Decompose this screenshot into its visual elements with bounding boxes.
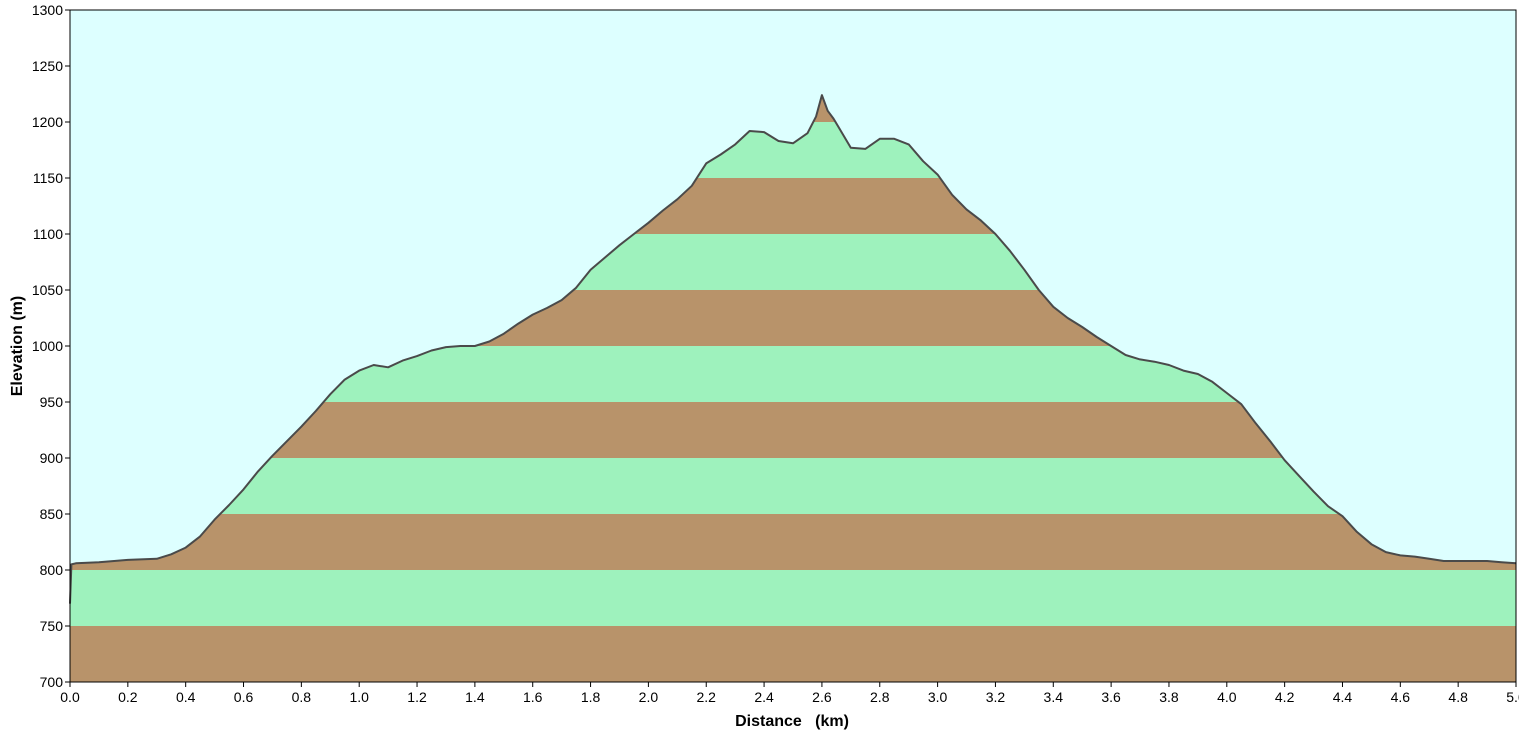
y-tick-label: 1200 [32, 114, 63, 130]
x-tick-label: 3.2 [986, 689, 1006, 705]
elevation-band-850 [70, 458, 1516, 514]
y-tick-label: 750 [40, 618, 64, 634]
x-tick-label: 4.0 [1217, 689, 1237, 705]
x-tick-label: 1.6 [523, 689, 543, 705]
y-tick-label: 1150 [33, 170, 63, 186]
x-tick-label: 2.2 [697, 689, 717, 705]
y-axis: 700 750 800 850 900 950 1000 1050 1100 1150 1200 12… [32, 2, 70, 690]
x-tick-label: 4.6 [1391, 689, 1411, 705]
y-tick-label: 1050 [32, 282, 63, 298]
x-tick-label: 3.4 [1044, 689, 1064, 705]
x-tick-label: 1.0 [349, 689, 369, 705]
x-tick-label: 1.8 [581, 689, 601, 705]
x-axis-title: Distance (km) [735, 713, 849, 730]
x-tick-label: 2.8 [870, 689, 890, 705]
x-tick-label: 0.2 [118, 689, 138, 705]
x-tick-label: 0.8 [292, 689, 312, 705]
elevation-band-750 [70, 570, 1516, 626]
y-tick-label: 900 [40, 450, 64, 466]
y-tick-label: 1300 [32, 2, 63, 18]
y-tick-label: 700 [40, 674, 64, 690]
x-tick-label: 2.4 [754, 689, 774, 705]
x-tick-label: 3.6 [1101, 689, 1121, 705]
y-tick-label: 850 [40, 506, 64, 522]
y-tick-label: 1000 [32, 338, 63, 354]
x-tick-label: 4.8 [1448, 689, 1468, 705]
x-tick-label: 0.0 [60, 689, 80, 705]
x-tick-label: 5.0 [1506, 689, 1519, 705]
x-tick-label: 4.4 [1333, 689, 1353, 705]
x-tick-label: 0.6 [234, 689, 254, 705]
elevation-profile-line [69, 94, 1517, 604]
x-tick-label: 3.0 [928, 689, 948, 705]
y-axis-title: Elevation (m) [9, 296, 26, 396]
x-tick-label: 2.6 [812, 689, 832, 705]
x-axis: 0.0 0.2 0.4 0.6 0.8 1.0 1.2 1.4 1.6 1.8 2.0 2.2 2.4 2… [60, 682, 1519, 705]
x-tick-label: 1.4 [465, 689, 485, 705]
y-tick-label: 1100 [33, 226, 63, 242]
x-tick-label: 4.2 [1275, 689, 1295, 705]
y-tick-label: 800 [40, 562, 64, 578]
x-tick-label: 0.4 [176, 689, 196, 705]
elevation-band-700 [70, 626, 1516, 682]
x-tick-label: 2.0 [639, 689, 659, 705]
x-tick-label: 3.8 [1159, 689, 1179, 705]
x-tick-label: 1.2 [407, 689, 427, 705]
y-tick-label: 950 [40, 394, 64, 410]
y-tick-label: 1250 [32, 58, 63, 74]
elevation-band-800 [70, 514, 1516, 570]
